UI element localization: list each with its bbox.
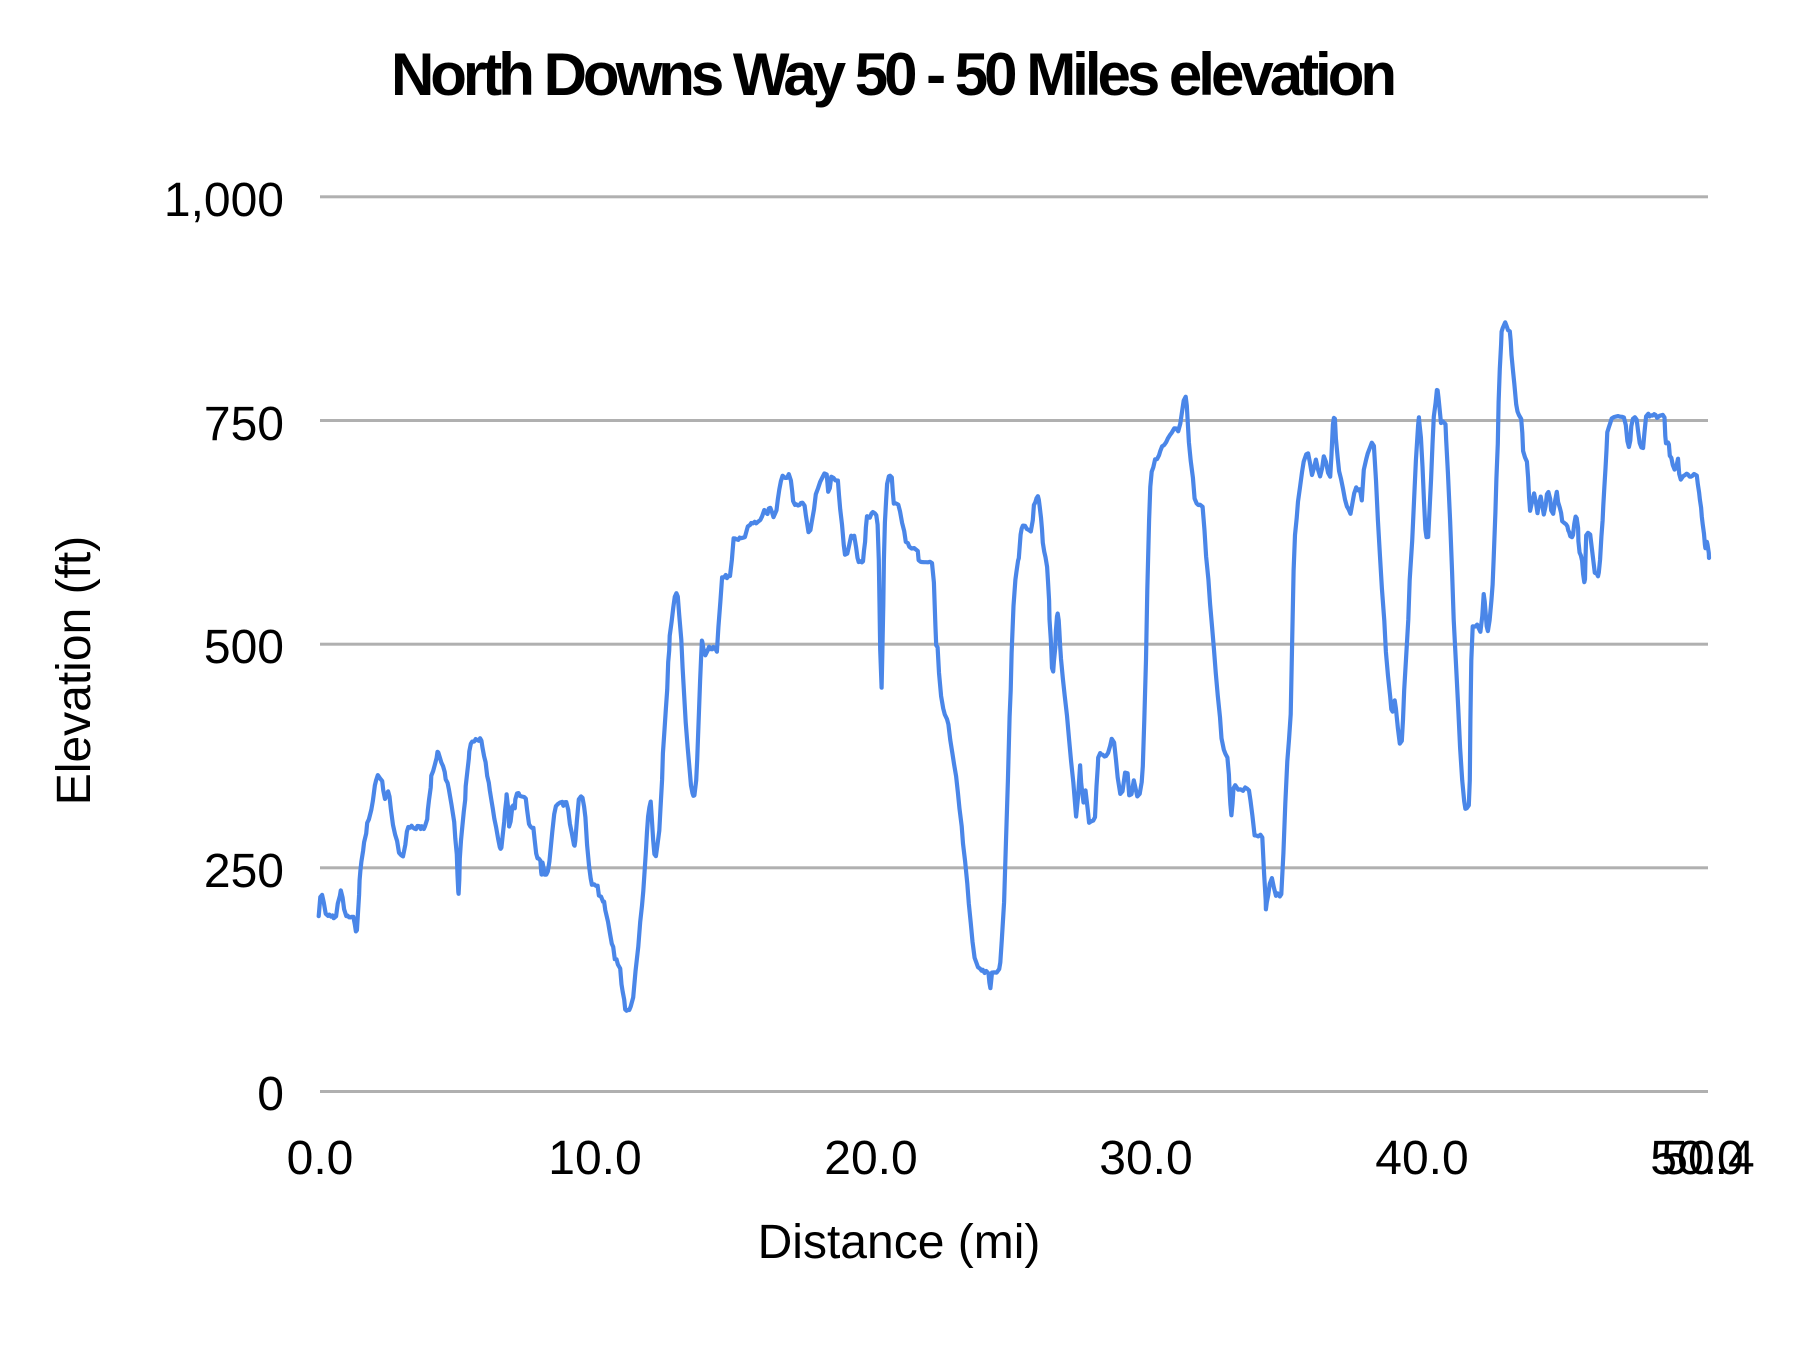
svg-text:750: 750 <box>204 398 284 451</box>
svg-text:10.0: 10.0 <box>548 1132 641 1185</box>
svg-text:30.0: 30.0 <box>1099 1132 1192 1185</box>
svg-text:Distance (mi): Distance (mi) <box>758 1216 1041 1269</box>
svg-text:1,000: 1,000 <box>164 174 284 227</box>
svg-text:250: 250 <box>204 845 284 898</box>
svg-text:500: 500 <box>204 621 284 674</box>
svg-text:20.0: 20.0 <box>824 1132 917 1185</box>
svg-text:0: 0 <box>257 1068 284 1121</box>
svg-text:40.0: 40.0 <box>1375 1132 1468 1185</box>
svg-text:50.4: 50.4 <box>1661 1132 1754 1185</box>
svg-text:50.0: 50.0 <box>1650 1132 1743 1185</box>
svg-text:0.0: 0.0 <box>287 1132 354 1185</box>
svg-text:North Downs Way 50 - 50 Miles: North Downs Way 50 - 50 Miles elevation <box>391 41 1393 108</box>
svg-text:Elevation (ft): Elevation (ft) <box>48 536 101 805</box>
